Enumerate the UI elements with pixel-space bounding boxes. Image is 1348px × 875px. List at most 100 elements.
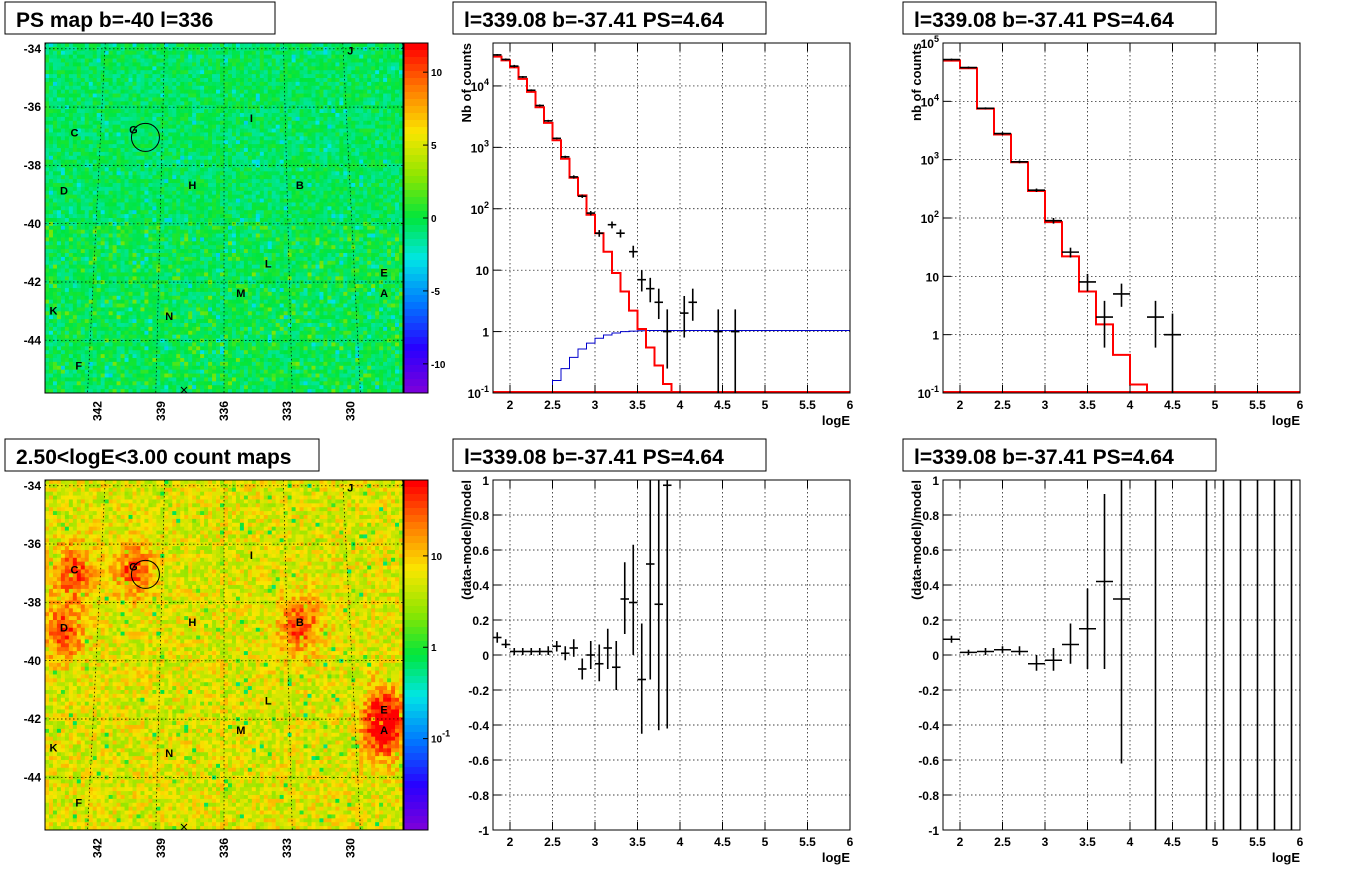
ps-map-pixel — [80, 268, 86, 273]
ps-map-pixel — [220, 295, 225, 301]
ps-map-pixel — [100, 381, 106, 386]
ps-map-pixel — [64, 256, 70, 262]
ps-map-pixel — [212, 330, 217, 336]
ps-map-pixel — [148, 179, 153, 184]
ps-map-pixel — [120, 109, 125, 114]
ps-map-pixel — [251, 276, 257, 281]
ps-map-pixel — [176, 385, 181, 390]
ps-map-pixel — [188, 101, 193, 106]
ps-map-pixel — [247, 210, 253, 215]
ps-map-pixel — [239, 214, 245, 219]
ps-map-pixel — [52, 97, 58, 102]
ps-map-pixel — [224, 210, 229, 215]
ps-map-pixel — [72, 109, 78, 114]
ps-map-pixel — [224, 186, 229, 192]
ps-map-pixel — [52, 116, 58, 122]
ps-map-pixel — [80, 66, 86, 71]
ps-map-pixel — [196, 326, 201, 332]
ps-map-pixel — [251, 159, 257, 164]
ps-map-pixel — [168, 291, 173, 297]
ps-map-pixel — [227, 151, 233, 157]
ps-map-pixel — [88, 218, 94, 223]
ps-map-pixel — [164, 148, 169, 153]
ps-map-pixel — [160, 155, 165, 161]
ps-map-pixel — [148, 140, 153, 145]
ps-map-pixel — [144, 350, 149, 355]
ps-map-pixel — [52, 260, 58, 266]
ps-map-pixel — [48, 93, 54, 98]
ps-map-pixel — [192, 175, 197, 180]
ps-map-pixel — [251, 206, 257, 211]
ps-map-pixel — [263, 179, 269, 184]
ps-map-pixel — [239, 291, 245, 297]
ps-map-pixel — [148, 315, 153, 320]
ps-map-pixel — [152, 311, 157, 316]
ps-map-pixel — [52, 358, 58, 363]
ps-map-pixel — [144, 381, 149, 386]
ps-map-pixel — [68, 175, 74, 180]
ps-map-pixel — [88, 276, 94, 281]
ps-map-pixel — [52, 218, 58, 223]
ps-map-pixel — [92, 70, 98, 75]
ps-map-pixel — [208, 113, 213, 118]
ps-map-pixel — [68, 136, 74, 141]
ps-map-pixel — [140, 276, 145, 281]
ps-map-pixel — [80, 151, 86, 157]
ps-map-pixel — [56, 253, 62, 258]
ps-map-pixel — [216, 307, 221, 312]
ps-map-pixel — [100, 245, 106, 250]
ps-map-pixel — [56, 194, 62, 199]
ps-map-pixel — [132, 74, 137, 79]
ps-map-pixel — [176, 330, 181, 336]
ps-map-pixel — [188, 342, 193, 347]
ps-map-pixel — [136, 256, 141, 262]
ps-map-pixel — [152, 120, 157, 126]
ps-map-pixel — [144, 268, 149, 273]
ps-map-pixel — [192, 233, 197, 238]
ps-map-pixel — [128, 179, 133, 184]
ps-map-pixel — [243, 389, 249, 393]
ps-map-pixel — [196, 233, 201, 238]
ps-map-pixel — [227, 326, 233, 332]
ps-map-pixel — [227, 175, 233, 180]
ps-map-pixel — [259, 81, 265, 87]
ps-map-pixel — [72, 116, 78, 122]
ps-map-pixel — [136, 326, 141, 332]
ps-map-pixel — [136, 218, 141, 223]
ps-map-pixel — [235, 70, 241, 75]
ps-map-pixel — [208, 97, 213, 102]
ps-map-pixel — [200, 136, 205, 141]
ps-map-pixel — [96, 167, 102, 172]
ps-map-pixel — [188, 159, 193, 164]
ps-map-pixel — [76, 50, 82, 56]
ps-map-pixel — [243, 365, 249, 371]
ps-map-pixel — [140, 365, 145, 371]
ps-map-pixel — [212, 288, 217, 293]
ps-map-pixel — [132, 361, 137, 367]
ps-map-pixel — [124, 214, 129, 219]
ps-map-pixel — [56, 218, 62, 223]
ps-map-pixel — [255, 43, 261, 48]
ps-map-pixel — [116, 288, 121, 293]
ps-map-pixel — [132, 334, 137, 339]
ps-map-pixel — [148, 256, 153, 262]
ps-map-pixel — [76, 241, 82, 246]
ps-map-pixel — [176, 326, 181, 332]
ps-map-pixel — [76, 338, 82, 343]
ps-map-pixel — [116, 105, 121, 110]
ps-map-pixel — [112, 268, 117, 273]
ps-map-pixel — [164, 264, 169, 269]
ps-map-pixel — [88, 354, 94, 359]
ps-map-pixel — [124, 291, 129, 297]
ps-map-pixel — [140, 342, 145, 347]
ps-map-pixel — [64, 342, 70, 347]
ps-map-pixel — [184, 315, 189, 320]
ps-map-pixel — [140, 54, 145, 59]
ps-map-pixel — [60, 326, 66, 332]
ps-map-pixel — [188, 66, 193, 71]
ps-map-pixel — [52, 276, 58, 281]
ps-map-pixel — [231, 128, 237, 133]
ps-map-pixel — [263, 54, 269, 59]
ps-map-pixel — [48, 62, 54, 67]
ps-map-pixel — [204, 315, 209, 320]
